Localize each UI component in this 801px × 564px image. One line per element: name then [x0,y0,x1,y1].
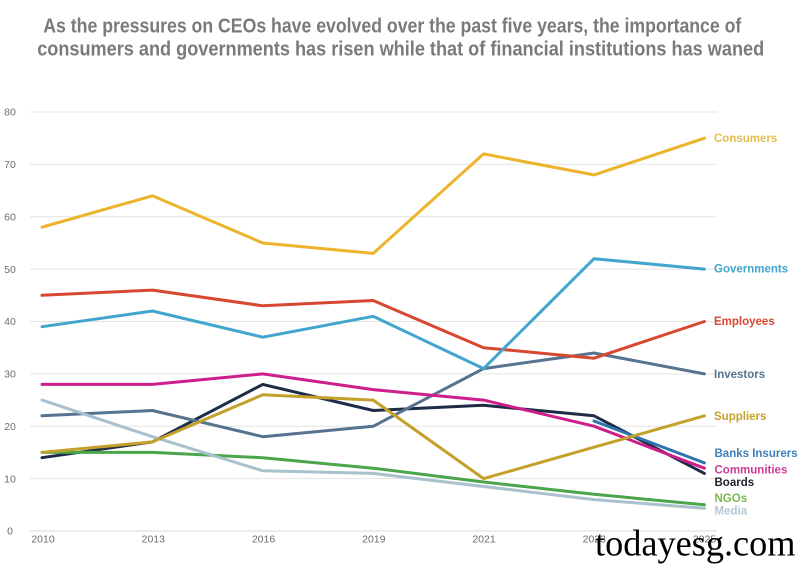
svg-text:As the pressures on CEOs have: As the pressures on CEOs have evolved ov… [43,15,741,37]
svg-text:Banks Insurers: Banks Insurers [715,448,798,460]
svg-text:2016: 2016 [252,534,276,546]
svg-text:Employees: Employees [714,316,775,328]
svg-text:Boards: Boards [715,477,755,489]
svg-text:50: 50 [4,264,16,276]
svg-text:todayesg.com: todayesg.com [595,524,796,564]
svg-text:Governments: Governments [714,264,788,276]
svg-text:20: 20 [4,421,16,433]
svg-text:consumers and governments has: consumers and governments has risen whil… [37,39,764,61]
svg-text:2010: 2010 [31,534,55,546]
svg-text:40: 40 [4,316,16,328]
svg-text:Media: Media [715,506,748,518]
svg-text:70: 70 [4,159,16,171]
svg-text:2021: 2021 [472,534,496,546]
svg-text:10: 10 [4,473,16,485]
svg-text:2025: 2025 [693,534,717,546]
svg-text:Investors: Investors [714,369,765,381]
svg-text:0: 0 [7,526,13,538]
svg-text:80: 80 [4,107,16,119]
svg-text:60: 60 [4,211,16,223]
svg-text:NGOs: NGOs [715,493,748,505]
svg-text:Suppliers: Suppliers [714,411,766,423]
svg-text:30: 30 [4,369,16,381]
svg-text:Consumers: Consumers [714,133,777,145]
svg-text:Communities: Communities [715,465,788,477]
svg-text:2019: 2019 [362,534,386,546]
svg-text:2013: 2013 [142,534,166,546]
svg-text:2023: 2023 [583,534,607,546]
